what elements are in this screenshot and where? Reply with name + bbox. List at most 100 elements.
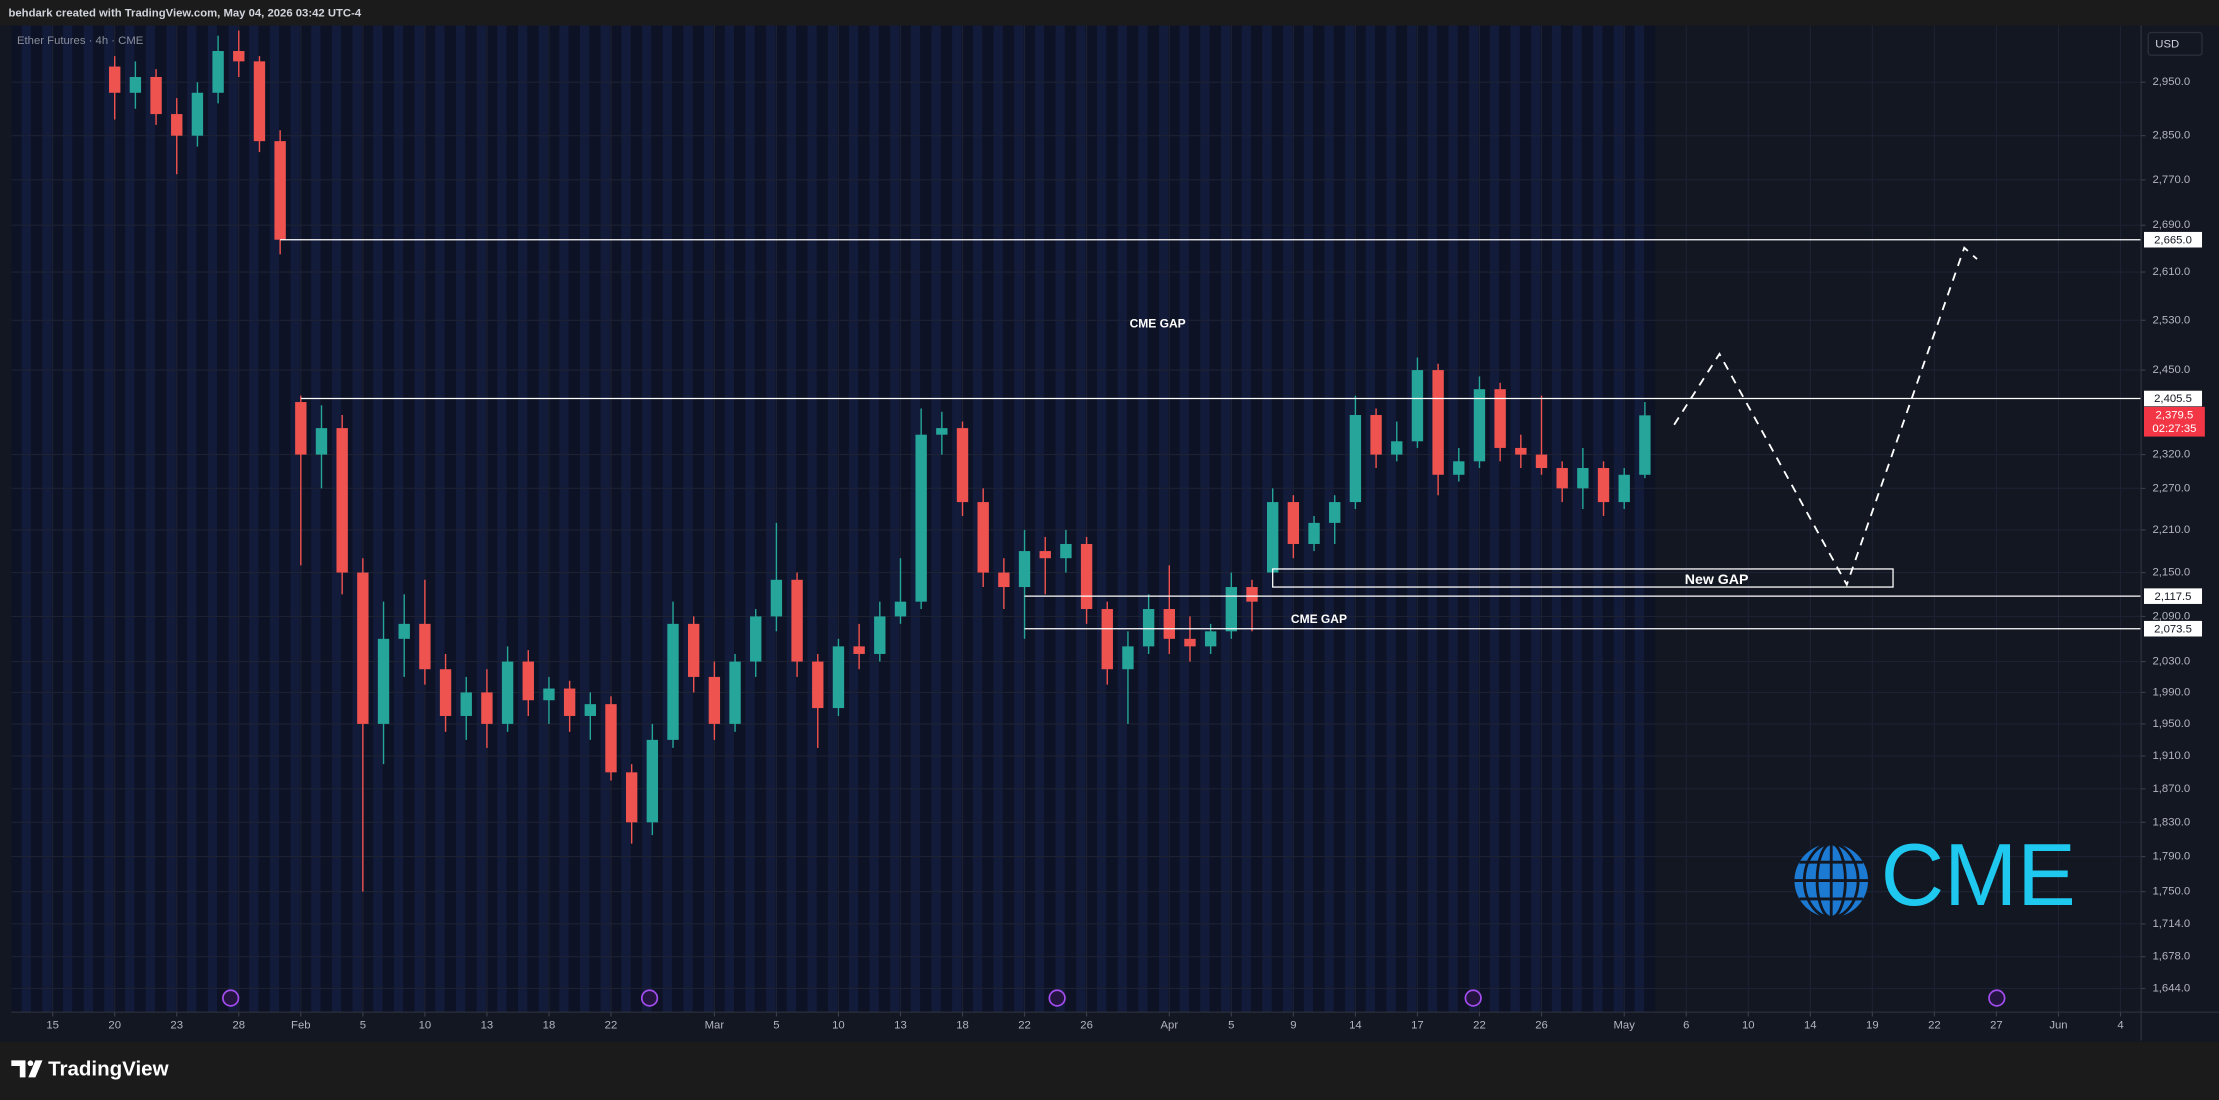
- x-tick-label: 23: [170, 1020, 183, 1032]
- x-tick-label: 14: [1804, 1020, 1817, 1032]
- session-stripe: [497, 25, 507, 1013]
- candle-body: [625, 772, 638, 823]
- y-tick-label: 1,990.0: [2152, 686, 2190, 698]
- session-stripe: [1489, 25, 1500, 1013]
- session-stripe: [269, 25, 280, 1013]
- gap-box: [1272, 568, 1894, 588]
- level-label-box: [2143, 390, 2203, 407]
- candle-body: [667, 623, 679, 740]
- candle-body: [191, 92, 204, 136]
- session-stripe: [1427, 25, 1438, 1013]
- y-tick-label: 2,030.0: [2152, 656, 2190, 668]
- session-stripe: [745, 25, 755, 1013]
- session-stripe: [579, 25, 590, 1013]
- session-background: [11, 25, 1656, 1013]
- x-tick-label: Apr: [1160, 1020, 1178, 1032]
- candle-body: [274, 141, 286, 240]
- session-stripe: [207, 25, 218, 1013]
- session-stripe: [455, 25, 466, 1013]
- candle-body: [1163, 609, 1175, 639]
- session-stripe: [1138, 25, 1148, 1013]
- candle-body: [129, 76, 142, 93]
- session-stripe: [642, 25, 652, 1013]
- session-stripe: [249, 25, 259, 1013]
- gap-annotation: CME GAP: [1130, 316, 1186, 330]
- session-stripe: [1303, 25, 1314, 1013]
- candle-body: [315, 428, 328, 455]
- x-tick-label: 26: [1535, 1020, 1548, 1032]
- session-stripe: [1365, 25, 1376, 1013]
- session-stripe: [1345, 25, 1355, 1013]
- x-tick-label: Jun: [2049, 1020, 2067, 1032]
- x-tick-label: May: [1614, 1020, 1636, 1032]
- x-tick-label: 18: [956, 1020, 969, 1032]
- session-stripe: [1158, 25, 1169, 1013]
- candle-body: [1246, 587, 1258, 602]
- y-tick-label: 2,270.0: [2152, 482, 2190, 494]
- candle-body: [1039, 551, 1051, 559]
- candle-body: [171, 114, 183, 136]
- candle-body: [419, 623, 431, 670]
- candle-body: [874, 616, 886, 654]
- x-tick-label: Mar: [705, 1020, 725, 1032]
- session-stripe: [42, 25, 52, 1013]
- session-stripe: [559, 25, 569, 1013]
- candle-body: [832, 646, 845, 709]
- session-stripe: [1469, 25, 1479, 1013]
- candle-body: [460, 692, 472, 716]
- x-tick-label: 10: [832, 1020, 845, 1032]
- session-stripe: [807, 25, 817, 1013]
- session-stripe: [890, 25, 900, 1013]
- session-stripe: [1179, 25, 1189, 1013]
- candle-body: [894, 601, 907, 617]
- candle-body: [1473, 389, 1486, 462]
- candle-body: [563, 688, 576, 716]
- x-tick-label: 22: [1018, 1020, 1031, 1032]
- y-tick-label: 1,714.0: [2152, 918, 2190, 930]
- session-stripe: [1634, 25, 1644, 1013]
- session-stripe: [1055, 25, 1065, 1013]
- currency-box: [2147, 31, 2203, 56]
- candle-body: [770, 579, 783, 617]
- candle-body: [915, 434, 927, 602]
- session-stripe: [993, 25, 1003, 1013]
- candle-body: [1432, 370, 1444, 475]
- y-tick-label: 1,644.0: [2152, 982, 2190, 994]
- y-tick-label: 2,950.0: [2152, 76, 2190, 88]
- session-stripe: [683, 25, 693, 1013]
- y-tick-label: 1,870.0: [2152, 783, 2190, 795]
- candle-body: [1556, 468, 1568, 489]
- session-stripe: [1034, 25, 1045, 1013]
- x-tick-label: 17: [1411, 1020, 1424, 1032]
- candle-body: [336, 428, 348, 573]
- candle-body: [522, 661, 534, 701]
- brand-icon: [11, 1060, 26, 1078]
- candle-body: [750, 616, 762, 662]
- candle-body: [729, 661, 741, 724]
- session-stripe: [1551, 25, 1562, 1013]
- y-tick-label: 2,320.0: [2152, 449, 2190, 461]
- candle-body: [936, 428, 948, 435]
- session-stripe: [786, 25, 797, 1013]
- level-label-box: [2143, 620, 2203, 637]
- x-tick-label: Feb: [291, 1020, 310, 1032]
- session-stripe: [1613, 25, 1624, 1013]
- event-icon: [1048, 989, 1066, 1007]
- x-tick-label: 5: [1228, 1020, 1234, 1032]
- candle-body: [253, 61, 266, 142]
- candle-body: [481, 692, 493, 724]
- candle-body: [1577, 468, 1589, 489]
- session-stripe: [662, 25, 672, 1013]
- level-label-box: [2143, 588, 2203, 604]
- session-stripe: [1014, 25, 1024, 1013]
- candle-body: [812, 661, 824, 709]
- x-tick-label: 6: [1683, 1020, 1689, 1032]
- candle-body: [1370, 415, 1382, 455]
- level-label: 2,665.0: [2154, 234, 2192, 246]
- session-stripe: [83, 25, 93, 1013]
- axes: 2,950.0 2,850.0 2,770.0 2,690.0 2,610.0 2,530…: [46, 76, 2205, 1032]
- session-stripe: [311, 25, 321, 1013]
- candle-body: [1184, 638, 1196, 647]
- candle-body: [584, 704, 596, 716]
